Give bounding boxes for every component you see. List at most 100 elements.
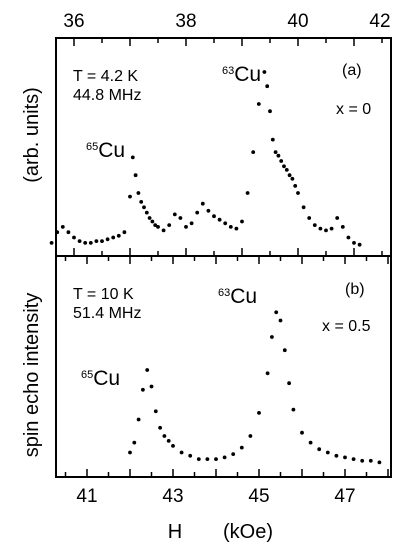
panel-b-data-point xyxy=(343,455,347,460)
panel-a-data-point xyxy=(130,155,135,160)
panel-b-temperature: T = 10 K xyxy=(73,286,134,303)
panel-b-data-point xyxy=(248,434,253,438)
panel-b-data-point xyxy=(300,430,304,435)
panel-b-data-point xyxy=(278,318,283,323)
panel-a-data-point xyxy=(49,241,54,245)
panel-b-data-point xyxy=(239,445,244,450)
x-axis-unit-label: (kOe) xyxy=(223,521,273,543)
bottom-tick-label: 41 xyxy=(76,486,97,507)
panel-a-data-point xyxy=(189,221,194,226)
panel-a-data-point xyxy=(228,225,233,229)
panel-a-data-point xyxy=(172,212,177,217)
panel-a-temperature: T = 4.2 K xyxy=(73,68,138,85)
panel-b-data-point xyxy=(270,335,274,339)
panel-b-data-point xyxy=(196,457,201,461)
top-tick-label: 42 xyxy=(369,11,390,32)
panel-a-cu65-label: 65Cu xyxy=(86,139,125,162)
panel-a-data-point xyxy=(116,233,121,238)
panel-b-data-point xyxy=(166,439,171,443)
top-axis-ticks xyxy=(73,38,383,46)
panel-a-data-point xyxy=(88,241,93,245)
panel-b-data-point xyxy=(265,371,270,376)
panel-b-data-point xyxy=(171,444,175,448)
panel-a-data-point xyxy=(273,150,278,155)
isotope-element: Cu xyxy=(234,63,261,86)
panel-b-data-point xyxy=(317,447,322,452)
panel-b-data-point xyxy=(132,440,137,445)
panel-a-data-point xyxy=(150,219,155,224)
panel-a-data-point xyxy=(329,226,334,231)
panel-a-data-point xyxy=(245,191,250,195)
panel-a-data-point xyxy=(284,168,289,172)
panel-a-data-point xyxy=(167,223,172,228)
panel-a-data-point xyxy=(94,239,99,244)
panel-b-frame xyxy=(55,255,392,478)
panel-a-data-point xyxy=(357,242,362,247)
panel-a-data-point xyxy=(256,102,261,106)
panel-b-data-point xyxy=(188,453,193,458)
panel-b-data-point xyxy=(360,458,365,463)
panel-a-data-point xyxy=(156,225,160,229)
panel-a-data-point xyxy=(66,230,71,235)
panel-a-data-point xyxy=(307,216,312,220)
panel-a-data-point xyxy=(200,201,205,206)
panel-b-data-point xyxy=(179,450,184,455)
panel-a-data-points xyxy=(49,70,362,247)
panel-a-data-point xyxy=(147,216,152,220)
bottom-axis-ticks xyxy=(64,469,389,477)
panel-b-data-point xyxy=(162,434,167,438)
isotope-mass: 65 xyxy=(81,369,93,381)
y-axis-label: spin echo intensity xyxy=(21,293,43,458)
panel-a-data-point xyxy=(301,205,306,210)
panel-b-data-point xyxy=(257,411,261,415)
panel-a-data-point xyxy=(296,191,300,195)
panel-a-data-point xyxy=(324,228,328,233)
panel-b-data-point xyxy=(149,384,154,389)
bottom-tick-label: 43 xyxy=(162,486,183,507)
isotope-element: Cu xyxy=(93,367,120,390)
panel-b-data-point xyxy=(377,460,382,465)
isotope-element: Cu xyxy=(98,139,125,162)
panel-a-composition: x = 0 xyxy=(336,101,371,118)
isotope-mass: 65 xyxy=(86,141,98,153)
panel-a-data-point xyxy=(100,239,104,244)
panel-a-data-point xyxy=(153,223,158,228)
panel-a-data-point xyxy=(346,235,351,240)
panel-a-data-point xyxy=(60,225,65,229)
panel-a-frequency: 44.8 MHz xyxy=(73,87,141,104)
top-tick-label: 38 xyxy=(175,11,196,32)
panel-a-data-point xyxy=(270,137,275,142)
panel-a-data-point xyxy=(279,159,284,163)
panel-a-data-point xyxy=(282,164,286,169)
isotope-element: Cu xyxy=(230,285,257,308)
panel-a-data-point xyxy=(161,228,166,233)
panel-b-label: (b) xyxy=(345,281,365,298)
panel-b-data-point xyxy=(145,368,150,372)
panel-a-data-point xyxy=(142,205,146,210)
panel-b-data-point xyxy=(334,453,339,458)
panel-a-data-point xyxy=(83,241,88,245)
panel-b-data-points xyxy=(128,310,382,465)
panel-a-data-point xyxy=(290,176,295,181)
panel-b-frequency: 51.4 MHz xyxy=(73,305,141,322)
panel-a-data-point xyxy=(276,153,281,158)
panel-b-data-point xyxy=(158,425,163,430)
top-tick-label: 40 xyxy=(287,11,308,32)
panel-a-data-point xyxy=(206,208,211,213)
panel-a-data-point xyxy=(128,194,132,199)
panel-a-cu63-label: 63Cu xyxy=(222,63,261,86)
panel-b-data-point xyxy=(368,458,373,463)
panel-a-data-point xyxy=(55,230,60,235)
panel-b-cu63-label: 63Cu xyxy=(218,285,257,308)
top-tick-label: 36 xyxy=(63,11,84,32)
panel-a-data-point xyxy=(293,184,298,188)
panel-b-data-point xyxy=(222,455,227,460)
panel-a-data-point xyxy=(318,226,323,231)
panel-b-data-point xyxy=(205,457,210,461)
panel-a-data-point xyxy=(234,226,239,231)
panel-a-data-point xyxy=(352,241,356,245)
panel-a-data-point xyxy=(139,200,144,204)
panel-b-data-point xyxy=(287,381,291,386)
panel-a-data-point xyxy=(217,217,222,222)
